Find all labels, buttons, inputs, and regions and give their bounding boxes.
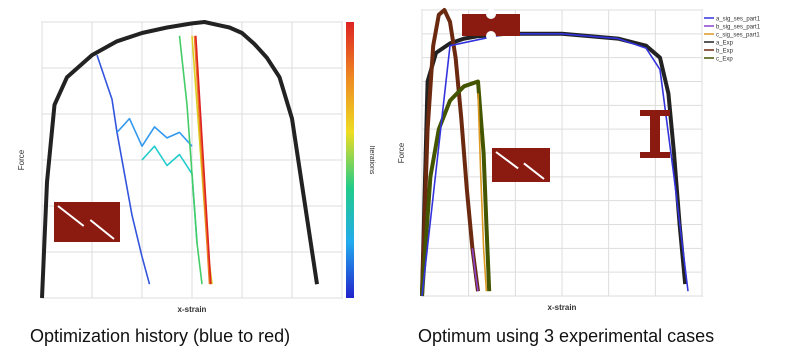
legend-entry-label: a_sig_ses_part1 bbox=[716, 17, 761, 23]
caption-left: Optimization history (blue to red) bbox=[30, 326, 290, 347]
notched-specimen-notch-top bbox=[486, 9, 496, 19]
colorbar bbox=[346, 22, 354, 298]
optimization-history-chart: x-strain Force Iterations bbox=[0, 0, 390, 320]
legend-entry-label: c_sig_ses_part1 bbox=[716, 33, 760, 39]
notched-specimen-notch-bottom bbox=[486, 31, 496, 41]
left-chart-panel: x-strain Force Iterations bbox=[0, 0, 390, 356]
legend-entry-label: a_Exp bbox=[716, 41, 734, 47]
x-axis-label: x-strain bbox=[178, 305, 207, 314]
caption-right: Optimum using 3 experimental cases bbox=[418, 326, 714, 347]
legend-entry-label: b_sig_ses_part1 bbox=[716, 25, 761, 31]
optimum-chart: x-strain Force a_sig_ses_part1 b_sig_ses_pa… bbox=[392, 0, 796, 320]
y-axis-label: Force bbox=[17, 149, 26, 170]
legend: a_sig_ses_part1 b_sig_ses_part1 c_sig_ses_… bbox=[704, 17, 761, 63]
x-axis-label: x-strain bbox=[548, 303, 577, 312]
right-chart-panel: x-strain Force a_sig_ses_part1 b_sig_ses_pa… bbox=[392, 0, 796, 356]
colorbar-label: Iterations bbox=[368, 146, 375, 175]
y-axis-label: Force bbox=[397, 142, 406, 163]
legend-entry-label: c_Exp bbox=[716, 57, 733, 63]
legend-entry-label: b_Exp bbox=[716, 49, 734, 55]
